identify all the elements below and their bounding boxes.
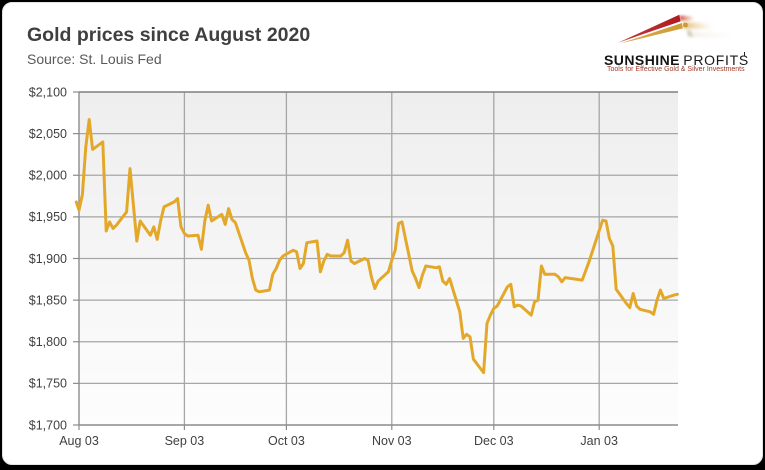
svg-text:$2,000: $2,000 [29,169,67,183]
svg-text:$2,100: $2,100 [29,85,67,99]
svg-text:$1,850: $1,850 [29,293,67,307]
svg-text:Jan 03: Jan 03 [580,434,618,448]
svg-text:Oct 03: Oct 03 [268,434,305,448]
svg-text:Sep 03: Sep 03 [165,434,205,448]
svg-text:$1,950: $1,950 [29,210,67,224]
svg-text:$1,900: $1,900 [29,252,67,266]
svg-text:Aug 03: Aug 03 [59,434,99,448]
svg-text:Nov 03: Nov 03 [372,434,412,448]
svg-text:$1,700: $1,700 [29,418,67,432]
svg-text:$1,800: $1,800 [29,335,67,349]
svg-text:$2,050: $2,050 [29,127,67,141]
svg-text:$1,750: $1,750 [29,377,67,391]
svg-text:Dec 03: Dec 03 [474,434,514,448]
